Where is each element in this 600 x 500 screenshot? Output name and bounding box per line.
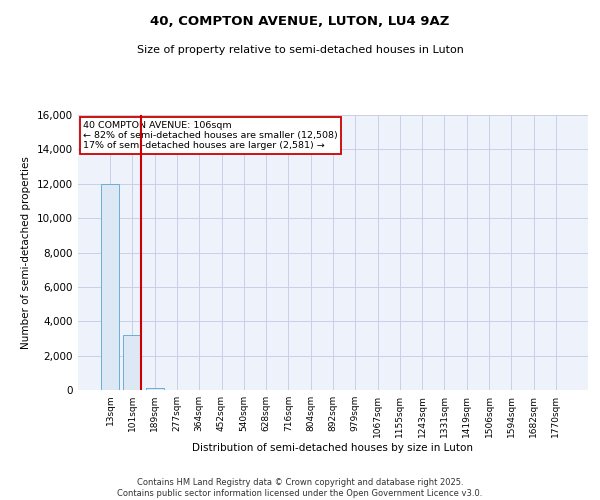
Y-axis label: Number of semi-detached properties: Number of semi-detached properties — [22, 156, 31, 349]
Text: Contains HM Land Registry data © Crown copyright and database right 2025.
Contai: Contains HM Land Registry data © Crown c… — [118, 478, 482, 498]
Text: 40, COMPTON AVENUE, LUTON, LU4 9AZ: 40, COMPTON AVENUE, LUTON, LU4 9AZ — [151, 15, 449, 28]
Bar — [124, 335, 142, 390]
Bar — [146, 388, 164, 390]
Text: Size of property relative to semi-detached houses in Luton: Size of property relative to semi-detach… — [137, 45, 463, 55]
Text: 40 COMPTON AVENUE: 106sqm
← 82% of semi-detached houses are smaller (12,508)
17%: 40 COMPTON AVENUE: 106sqm ← 82% of semi-… — [83, 120, 338, 150]
X-axis label: Distribution of semi-detached houses by size in Luton: Distribution of semi-detached houses by … — [193, 442, 473, 452]
Bar — [101, 184, 119, 390]
